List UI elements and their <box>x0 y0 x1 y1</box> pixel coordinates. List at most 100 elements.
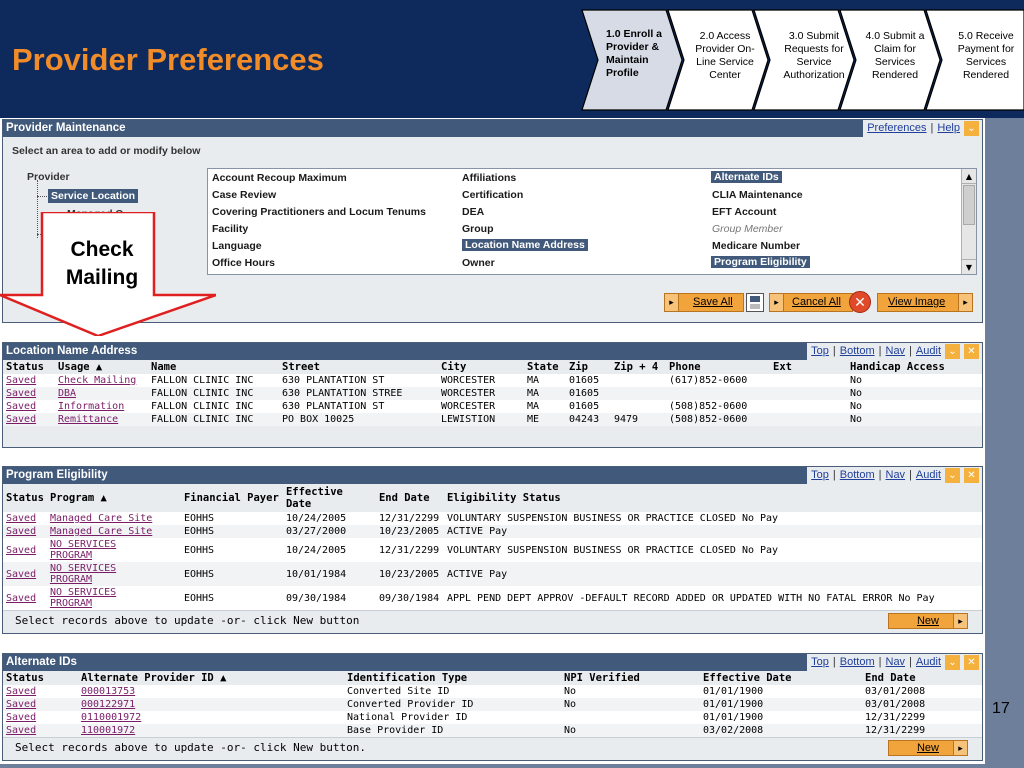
status-link[interactable]: Saved <box>6 388 37 399</box>
step-5[interactable]: 5.0 Receive Payment for Services Rendere… <box>950 10 1022 110</box>
scroll-down-icon[interactable]: ▼ <box>962 259 976 274</box>
new-label: New <box>916 742 939 754</box>
cell: EOHHS <box>180 525 283 538</box>
area-item[interactable]: Medicare Number <box>712 240 801 252</box>
status-link[interactable]: Saved <box>6 375 37 386</box>
audit-link[interactable]: Audit <box>915 345 941 357</box>
status-link[interactable]: Saved <box>6 414 37 425</box>
step-3[interactable]: 3.0 Submit Requests for Service Authoriz… <box>777 10 851 110</box>
bottom-link[interactable]: Bottom <box>839 345 875 357</box>
top-link[interactable]: Top <box>811 656 829 668</box>
scroll-thumb[interactable] <box>963 185 975 225</box>
provider-id-link[interactable]: 000122971 <box>81 699 136 710</box>
nav-link[interactable]: Nav <box>885 469 906 481</box>
cell: 630 PLANTATION ST <box>279 374 438 387</box>
status-link[interactable]: Saved <box>6 526 37 537</box>
status-link[interactable]: Saved <box>6 686 37 697</box>
collapse-icon[interactable]: ⌄ <box>945 344 960 359</box>
area-item[interactable]: Covering Practitioners and Locum Tenums <box>212 206 426 218</box>
provider-id-link[interactable]: 0110001972 <box>81 712 142 723</box>
provider-id-link[interactable]: 000013753 <box>81 686 136 697</box>
program-link[interactable]: NO SERVICES PROGRAM <box>49 563 117 585</box>
program-link[interactable]: NO SERVICES PROGRAM <box>49 587 117 609</box>
step-4[interactable]: 4.0 Submit a Claim for Services Rendered <box>862 10 928 110</box>
view-image-button[interactable]: View Image ▸ <box>877 293 973 312</box>
collapse-icon[interactable]: ⌄ <box>945 468 960 483</box>
cell: LEWISTION <box>438 413 524 426</box>
area-item[interactable]: Case Review <box>212 189 277 201</box>
area-item[interactable]: Owner <box>462 257 495 269</box>
status-link[interactable]: Saved <box>6 401 37 412</box>
area-item[interactable]: DEA <box>462 206 485 218</box>
tree-service-location[interactable]: Service Location <box>48 189 139 203</box>
area-item[interactable]: EFT Account <box>712 206 777 218</box>
area-item-selected[interactable]: Alternate IDs <box>711 171 782 183</box>
audit-link[interactable]: Audit <box>915 469 941 481</box>
top-link[interactable]: Top <box>811 345 829 357</box>
bottom-link[interactable]: Bottom <box>839 656 875 668</box>
preferences-link[interactable]: Preferences <box>867 122 927 134</box>
col-header[interactable]: Program ▲ <box>46 484 181 512</box>
program-link[interactable]: Managed Care Site <box>49 526 153 537</box>
area-item[interactable]: Account Recoup Maximum <box>212 172 347 184</box>
collapse-icon[interactable]: ⌄ <box>945 655 960 670</box>
tree-line <box>37 180 38 238</box>
help-link[interactable]: Help <box>937 122 960 134</box>
cancel-all-button[interactable]: ▸ Cancel All <box>769 293 853 312</box>
callout-line-1: Check <box>70 238 134 261</box>
cell: VOLUNTARY SUSPENSION BUSINESS OR PRACTIC… <box>443 512 982 525</box>
area-item[interactable]: Facility <box>212 223 249 235</box>
panel-header: Provider Maintenance Preferences | Help … <box>3 120 982 137</box>
usage-link[interactable]: Information <box>58 401 125 412</box>
close-icon[interactable]: ✕ <box>964 655 979 670</box>
nav-link[interactable]: Nav <box>885 345 906 357</box>
provider-id-link[interactable]: 110001972 <box>81 725 136 736</box>
step-4-label: 4.0 Submit a Claim for Services Rendered <box>865 30 925 81</box>
new-label: New <box>916 615 939 627</box>
audit-link[interactable]: Audit <box>915 656 941 668</box>
step-2[interactable]: 2.0 Access Provider On-Line Service Cent… <box>690 10 760 110</box>
col-header[interactable]: Alternate Provider ID ▲ <box>78 671 344 685</box>
new-button[interactable]: New ▸ <box>888 613 968 629</box>
close-icon[interactable]: ✕ <box>964 468 979 483</box>
area-scrollbar[interactable]: ▲ ▼ <box>961 169 976 274</box>
status-link[interactable]: Saved <box>6 544 37 556</box>
area-item[interactable]: Affiliations <box>462 172 517 184</box>
bottom-link[interactable]: Bottom <box>839 469 875 481</box>
collapse-icon[interactable]: ⌄ <box>964 121 979 136</box>
status-link[interactable]: Saved <box>6 712 37 723</box>
col-header[interactable]: Usage ▲ <box>55 360 148 374</box>
cell <box>561 711 700 724</box>
arrow-icon: ▸ <box>953 741 967 755</box>
cell: 12/31/2299 <box>862 724 982 737</box>
status-link[interactable]: Saved <box>6 699 37 710</box>
nav-link[interactable]: Nav <box>885 656 906 668</box>
program-link[interactable]: NO SERVICES PROGRAM <box>49 539 117 561</box>
usage-link[interactable]: Check Mailing <box>58 375 137 386</box>
table-row: Saved Managed Care Site EOHHS 03/27/2000… <box>3 525 982 538</box>
usage-link[interactable]: DBA <box>58 388 77 399</box>
area-item-selected[interactable]: Location Name Address <box>462 239 588 251</box>
status-link[interactable]: Saved <box>6 725 37 736</box>
area-item[interactable]: CLIA Maintenance <box>712 189 803 201</box>
col-header: Status <box>3 484 47 512</box>
area-item[interactable]: Group <box>462 223 494 235</box>
area-item[interactable]: Language <box>212 240 262 252</box>
usage-link[interactable]: Remittance <box>58 414 119 425</box>
area-item[interactable]: Office Hours <box>212 257 276 269</box>
status-link[interactable]: Saved <box>6 568 37 580</box>
scroll-up-icon[interactable]: ▲ <box>962 169 976 184</box>
top-link[interactable]: Top <box>811 469 829 481</box>
step-1[interactable]: 1.0 Enroll a Provider & Maintain Profile <box>606 10 676 110</box>
tree-root[interactable]: Provider <box>27 171 70 183</box>
status-link[interactable]: Saved <box>6 592 37 604</box>
close-icon[interactable]: ✕ <box>964 344 979 359</box>
program-link[interactable]: Managed Care Site <box>49 513 153 524</box>
save-all-button[interactable]: ▸ Save All <box>664 293 744 312</box>
cell: ME <box>524 413 566 426</box>
cell: VOLUNTARY SUSPENSION BUSINESS OR PRACTIC… <box>443 538 982 562</box>
area-item[interactable]: Certification <box>462 189 524 201</box>
area-item-selected[interactable]: Program Eligibility <box>711 256 810 268</box>
new-button[interactable]: New ▸ <box>888 740 968 756</box>
status-link[interactable]: Saved <box>6 513 37 524</box>
